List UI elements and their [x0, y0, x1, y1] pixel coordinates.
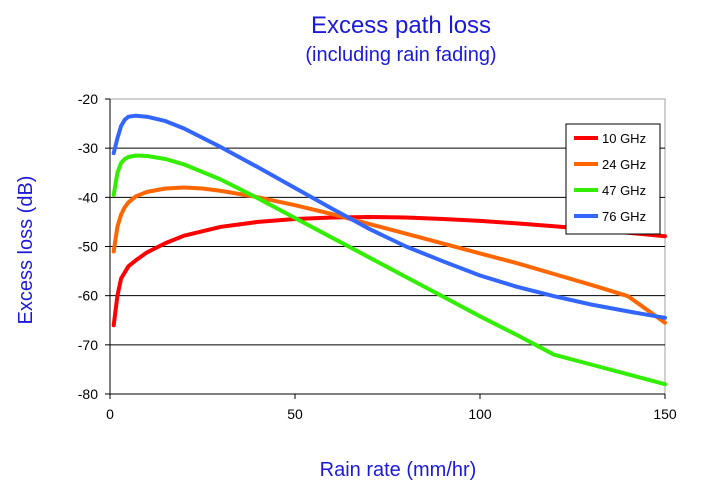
- y-tick-label: -60: [78, 288, 98, 304]
- x-axis-label: Rain rate (mm/hr): [320, 459, 477, 481]
- y-tick-label: -20: [78, 91, 98, 107]
- x-tick-label: 100: [468, 406, 492, 422]
- legend-label: 76 GHz: [602, 209, 646, 224]
- x-tick-label: 50: [287, 406, 303, 422]
- x-tick-label: 150: [653, 406, 677, 422]
- series-line-76-ghz: [111, 113, 667, 320]
- legend-box: [565, 123, 661, 235]
- y-tick-label: -40: [78, 189, 98, 205]
- legend: 10 GHz 24 GHz 47 GHz 76 GHz: [565, 123, 661, 235]
- y-tick-label: -30: [78, 140, 98, 156]
- chart-title: Excess path loss: [311, 12, 491, 39]
- series-lines: [111, 113, 667, 387]
- y-tick-label: -70: [78, 337, 98, 353]
- axes: -20 -30 -40 -50 -60 -70 -80 0 50 100 150: [78, 91, 677, 422]
- y-tick-label: -50: [78, 239, 98, 255]
- y-tick-label: -80: [78, 386, 98, 402]
- chart-subtitle: (including rain fading): [305, 44, 496, 66]
- legend-label: 24 GHz: [602, 157, 646, 172]
- x-tick-label: 0: [106, 406, 114, 422]
- legend-label: 47 GHz: [602, 183, 646, 198]
- series-line-47-ghz: [111, 153, 667, 387]
- y-axis-label: Excess loss (dB): [15, 176, 37, 325]
- legend-label: 10 GHz: [602, 131, 646, 146]
